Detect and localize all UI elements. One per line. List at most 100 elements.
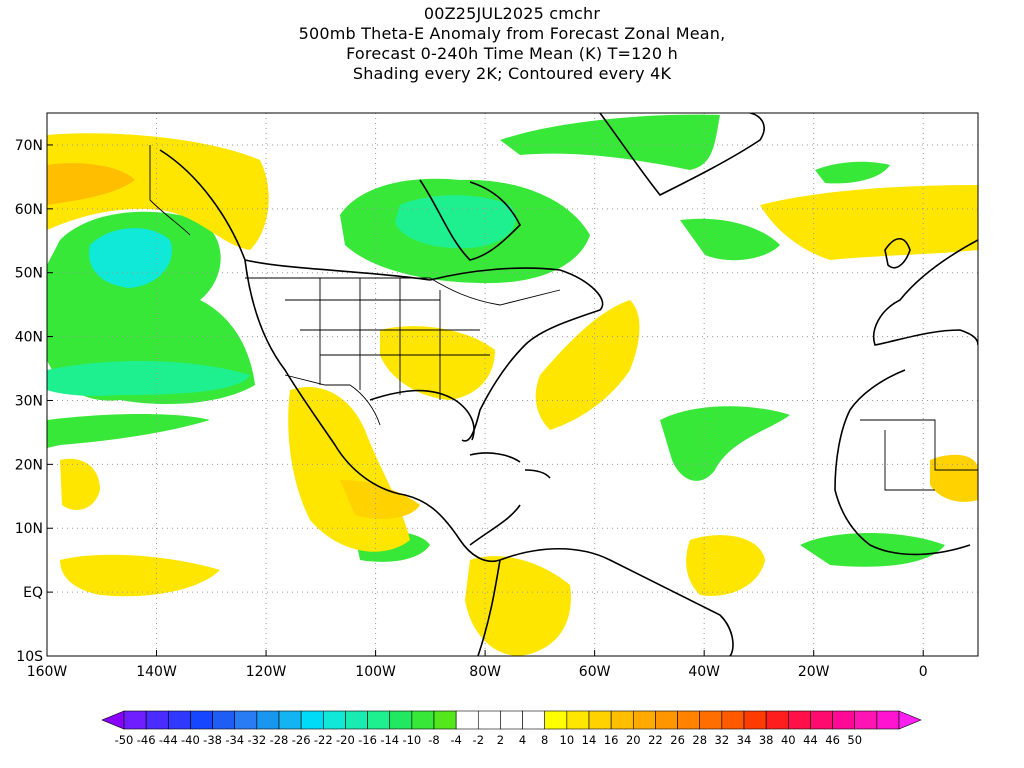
colorbar-swatch	[721, 710, 745, 730]
colorbar-label: -4	[450, 733, 461, 747]
anomaly-area-greenland-sea	[500, 114, 720, 170]
colorbar-swatch	[411, 710, 435, 730]
colorbar-label: -44	[159, 733, 178, 747]
lat-tick-label: 30N	[15, 393, 43, 409]
lon-tick-label: 20W	[798, 664, 830, 680]
anomaly-area-central-america	[340, 480, 420, 519]
lon-tick-label: 80W	[469, 664, 501, 680]
colorbar-label: 2	[497, 733, 504, 747]
colorbar-swatch	[588, 710, 612, 730]
colorbar-swatch	[367, 710, 391, 730]
colorbar-swatch	[145, 710, 169, 730]
colorbar-swatch	[477, 710, 501, 730]
anomaly-area-north-atlantic-east	[760, 185, 978, 260]
colorbar-swatch	[610, 710, 634, 730]
anomaly-area-alaska	[47, 133, 269, 250]
colorbar-swatch	[832, 710, 856, 730]
lat-tick-label: 10N	[15, 521, 43, 537]
anomaly-area-west-africa	[930, 454, 978, 502]
anomaly-area-alaska-core	[47, 163, 135, 205]
colorbar-label: -46	[137, 733, 156, 747]
colorbar-swatch	[167, 710, 191, 730]
colorbar-label: -8	[428, 733, 439, 747]
lat-tick-label: EQ	[23, 585, 43, 601]
coastline-europe-africa	[834, 239, 978, 556]
title-variable: 500mb Theta-E Anomaly from Forecast Zona…	[298, 24, 726, 43]
colorbar-label: 20	[626, 733, 641, 747]
colorbar-swatch	[256, 710, 280, 730]
border-us-states	[285, 278, 490, 400]
anomaly-area-subtropical-pacific	[47, 414, 210, 448]
colorbar-swatch	[699, 710, 723, 730]
anomaly-area-south-america	[465, 556, 571, 656]
colorbar-label: 34	[737, 733, 752, 747]
lat-tick-label: 40N	[15, 330, 43, 346]
colorbar-swatch	[522, 710, 546, 730]
title-shading-info: Shading every 2K; Contoured every 4K	[352, 64, 672, 83]
anomaly-area-mexico	[288, 386, 410, 552]
colorbar-swatch	[876, 710, 900, 730]
lat-tick-label: 50N	[15, 266, 43, 282]
colorbar-swatch	[278, 710, 302, 730]
map-title-block: 00Z25JUL2025 cmchr 500mb Theta-E Anomaly…	[0, 4, 1024, 84]
colorbar-label: 46	[825, 733, 840, 747]
border-us-canada	[245, 277, 561, 306]
colorbar-label: -38	[203, 733, 222, 747]
anomaly-area-north-atlantic	[815, 161, 890, 184]
colorbar-swatch	[500, 710, 523, 730]
coastlines	[159, 113, 978, 656]
political-borders	[149, 145, 978, 491]
colorbar-label: 22	[648, 733, 663, 747]
colorbar-swatch	[765, 710, 789, 730]
colorbar-swatch	[123, 710, 147, 730]
lat-tick-label: 60N	[15, 202, 43, 218]
colorbar-label: -14	[380, 733, 399, 747]
colorbar-label: 38	[759, 733, 774, 747]
anomaly-area-eastern-us	[380, 326, 495, 400]
coastline-north-america	[159, 149, 604, 562]
colorbar-swatch	[632, 710, 656, 730]
colorbar-label: -26	[292, 733, 311, 747]
border-alaska-canada	[149, 145, 191, 236]
colorbar-swatch	[810, 710, 833, 730]
colorbar-label: 40	[781, 733, 796, 747]
colorbar-swatch	[212, 710, 236, 730]
colorbar-swatch	[854, 710, 878, 730]
colorbar-label: -28	[270, 733, 289, 747]
colorbar-label: 32	[715, 733, 730, 747]
anomaly-area-equatorial-pacific	[60, 554, 220, 597]
coastline-british-isles	[884, 237, 911, 269]
lat-tick-label: 10S	[16, 649, 43, 665]
colorbar: -50 -46 -44 -40 -38 -34 -32 -28 -26 -22 -20 -16 -14-…	[101, 710, 922, 747]
lon-tick-label: 160W	[27, 664, 68, 680]
colorbar-swatch	[389, 710, 413, 730]
colorbar-label: 28	[692, 733, 707, 747]
colorbar-label: 10	[560, 733, 575, 747]
title-forecast-period: Forecast 0-240h Time Mean (K) T=120 h	[346, 44, 678, 63]
border-africa	[860, 419, 978, 491]
coastline-hudson-bay	[419, 179, 521, 261]
colorbar-swatch	[433, 710, 457, 730]
colorbar-swatch	[743, 710, 767, 730]
anomaly-area-labrador-sea	[680, 218, 780, 261]
colorbar-label: 50	[847, 733, 862, 747]
anomaly-area-mid-atlantic-band	[535, 300, 640, 430]
colorbar-swatch	[544, 710, 568, 730]
lon-tick-label: 140W	[136, 664, 177, 680]
colorbar-label: -32	[247, 733, 266, 747]
colorbar-label: 8	[541, 733, 548, 747]
colorbar-arrow-low	[101, 710, 125, 730]
colorbar-swatch	[234, 710, 258, 730]
shading-layer	[47, 114, 978, 656]
colorbar-swatch	[455, 710, 479, 730]
colorbar-label: -40	[181, 733, 200, 747]
title-run-info: 00Z25JUL2025 cmchr	[423, 4, 601, 23]
anomaly-area-tropical-atlantic-yellow	[686, 535, 765, 596]
colorbar-swatch	[345, 710, 368, 730]
anomaly-area-north-pacific-core	[89, 228, 172, 288]
lat-tick-label: 20N	[15, 457, 43, 473]
plot-frame	[46, 112, 979, 657]
lon-tick-label: 100W	[355, 664, 396, 680]
coastline-caribbean	[469, 452, 551, 479]
